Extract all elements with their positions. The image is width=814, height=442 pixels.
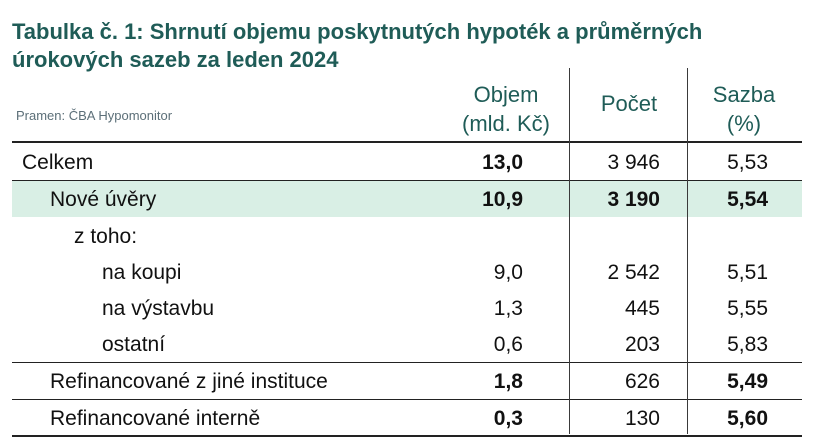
row-label: z toho:: [74, 225, 138, 248]
bottom-rule: [12, 435, 802, 437]
row-rate: 5,53: [727, 151, 768, 174]
table-row-refinanced-internal: Refinancované interně 0,3 130 5,60: [12, 400, 802, 436]
column-header-volume-line1: Objem: [473, 82, 539, 107]
table-row-refinanced-external: Refinancované z jiné instituce 1,8 626 5…: [12, 363, 802, 399]
table-row-construction: na výstavbu 1,3 445 5,55: [12, 290, 802, 326]
row-rate: 5,55: [727, 297, 768, 320]
table-row-of-which: z toho:: [12, 218, 802, 254]
row-volume: 0,3: [493, 407, 523, 430]
row-rate: 5,60: [727, 407, 768, 430]
row-rate: 5,83: [727, 333, 768, 356]
column-header-rate-line2: (%): [726, 111, 762, 136]
column-header-count: Počet: [600, 91, 658, 116]
column-divider: [687, 68, 688, 434]
row-rate: 5,54: [727, 188, 768, 211]
column-header-volume: Objem (mld. Kč): [448, 80, 564, 138]
table-row-other: ostatní 0,6 203 5,83: [12, 326, 802, 362]
table-row-new-loans: Nové úvěry 10,9 3 190 5,54: [12, 181, 802, 217]
row-volume: 0,6: [493, 333, 523, 356]
row-count: 3 946: [607, 151, 660, 174]
row-divider: [12, 362, 802, 363]
row-divider: [12, 180, 802, 181]
row-count: 626: [624, 370, 660, 393]
row-count: 3 190: [607, 188, 660, 211]
table-row-total: Celkem 13,0 3 946 5,53: [12, 144, 802, 180]
column-header-rate: Sazba (%): [694, 80, 794, 138]
column-header-volume-line2: (mld. Kč): [462, 111, 550, 136]
row-volume: 13,0: [482, 151, 523, 174]
row-label: Refinancované z jiné instituce: [50, 370, 328, 393]
row-volume: 1,3: [493, 297, 523, 320]
column-header-rate-line1: Sazba: [712, 82, 776, 107]
row-volume: 9,0: [493, 261, 523, 284]
row-label: ostatní: [102, 333, 166, 356]
row-label: na koupi: [102, 261, 182, 284]
row-divider: [12, 399, 802, 400]
source-note: Pramen: ČBA Hypomonitor: [16, 108, 173, 123]
row-label: Refinancované interně: [50, 407, 261, 430]
row-count: 203: [624, 333, 660, 356]
row-count: 445: [624, 297, 660, 320]
table-title: Tabulka č. 1: Shrnutí objemu poskytnutýc…: [12, 19, 703, 72]
row-label: na výstavbu: [102, 297, 215, 320]
row-rate: 5,49: [727, 370, 768, 393]
row-label: Celkem: [22, 151, 94, 174]
row-volume: 1,8: [493, 370, 523, 393]
row-count: 2 542: [607, 261, 660, 284]
header-rule: [12, 141, 802, 143]
table-row-purchase: na koupi 9,0 2 542 5,51: [12, 254, 802, 290]
row-volume: 10,9: [482, 188, 523, 211]
row-rate: 5,51: [727, 261, 768, 284]
row-label: Nové úvěry: [50, 188, 157, 211]
row-count: 130: [624, 407, 660, 430]
column-divider: [569, 68, 570, 434]
